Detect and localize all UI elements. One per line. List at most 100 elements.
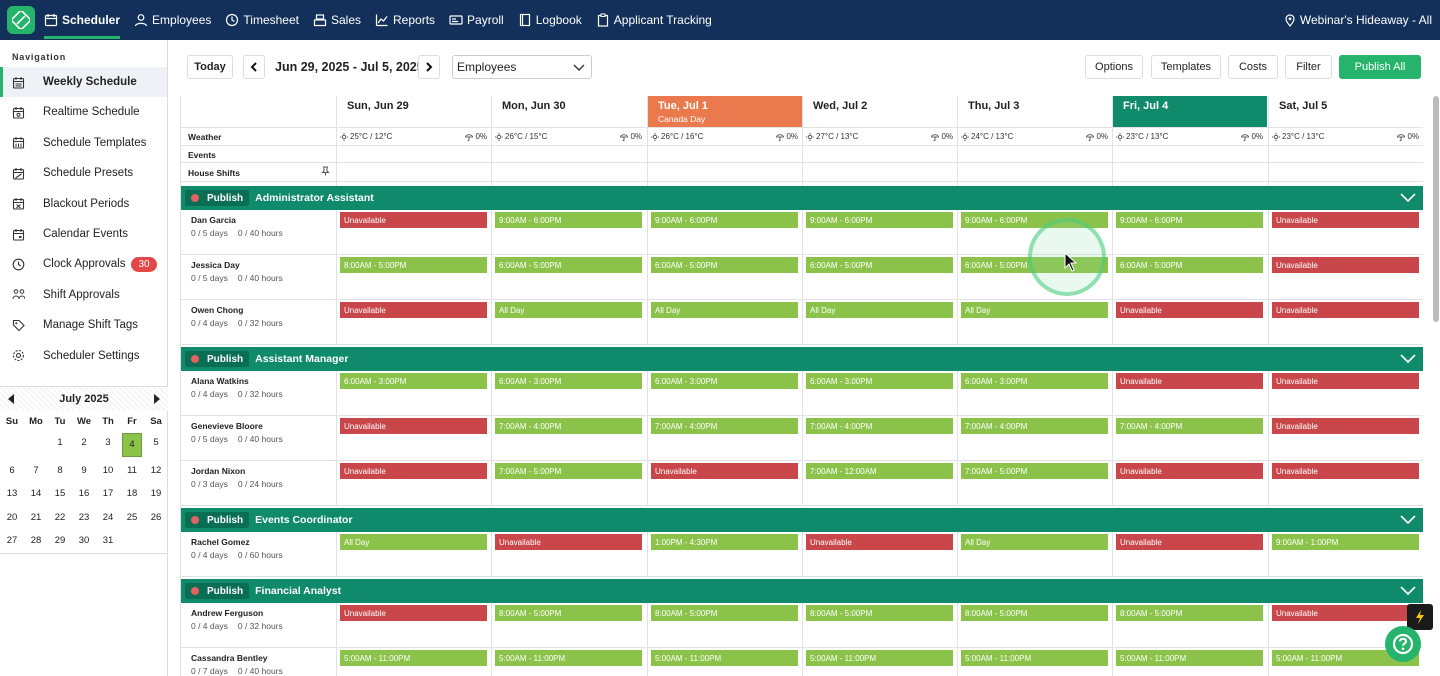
position-group-header[interactable]: Publish Administrator Assistant (181, 186, 1423, 210)
shift-block[interactable]: 5:00AM - 11:00PM (1272, 650, 1419, 666)
location-selector[interactable]: Webinar's Hideaway - All (1285, 0, 1432, 40)
calendar-day[interactable]: 4 (122, 433, 142, 457)
collapse-chevron-icon[interactable] (1400, 584, 1416, 596)
employee-info[interactable]: Dan Garcia 0 / 5 days 0 / 40 hours (191, 215, 293, 238)
calendar-day[interactable]: 13 (6, 488, 18, 500)
shift-block[interactable]: 7:00AM - 5:00PM (961, 463, 1108, 479)
shift-block[interactable]: 8:00AM - 5:00PM (340, 257, 487, 273)
calendar-day[interactable]: 3 (105, 437, 111, 449)
shift-block[interactable]: 5:00AM - 11:00PM (495, 650, 642, 666)
calendar-day[interactable]: 31 (102, 535, 114, 547)
calendar-day[interactable]: 16 (78, 488, 90, 500)
position-group-header[interactable]: Publish Events Coordinator (181, 508, 1423, 532)
employee-info[interactable]: Genevieve Bloore 0 / 5 days 0 / 40 hours (191, 421, 293, 444)
shift-block[interactable]: 5:00AM - 11:00PM (1116, 650, 1263, 666)
shift-block[interactable]: 8:00AM - 5:00PM (806, 605, 953, 621)
topnav-item-sales[interactable]: Sales (313, 0, 361, 40)
employee-info[interactable]: Cassandra Bentley 0 / 7 days 0 / 40 hours (191, 653, 293, 676)
calendar-day[interactable]: 11 (127, 464, 137, 476)
calendar-day[interactable]: 5 (153, 437, 159, 449)
employee-info[interactable]: Jessica Day 0 / 5 days 0 / 40 hours (191, 260, 293, 283)
quick-action-button[interactable] (1407, 604, 1433, 630)
unavailable-block[interactable]: Unavailable (1272, 302, 1419, 318)
next-month-icon[interactable] (154, 394, 160, 404)
unavailable-block[interactable]: Unavailable (1272, 605, 1419, 621)
topnav-item-scheduler[interactable]: Scheduler (44, 0, 121, 40)
sidebar-item-clock-approvals[interactable]: Clock Approvals 30 (0, 249, 167, 279)
prev-month-icon[interactable] (8, 394, 14, 404)
shift-block[interactable]: 9:00AM - 6:00PM (651, 212, 798, 228)
employee-info[interactable]: Owen Chong 0 / 4 days 0 / 32 hours (191, 305, 293, 328)
employee-info[interactable]: Rachel Gomez 0 / 4 days 0 / 60 hours (191, 537, 293, 560)
day-header[interactable]: Tue, Jul 1 Canada Day (647, 96, 802, 127)
help-button[interactable] (1385, 626, 1421, 662)
shift-block[interactable]: 9:00AM - 6:00PM (1116, 212, 1263, 228)
shift-block[interactable]: All Day (340, 534, 487, 550)
shift-block[interactable]: 6:00AM - 3:00PM (806, 373, 953, 389)
calendar-day[interactable]: 15 (54, 488, 66, 500)
shift-block[interactable]: 8:00AM - 5:00PM (651, 605, 798, 621)
shift-block[interactable]: 9:00AM - 1:00PM (1272, 534, 1419, 550)
unavailable-block[interactable]: Unavailable (806, 534, 953, 550)
shift-block[interactable]: All Day (651, 302, 798, 318)
view-select[interactable]: Employees (452, 55, 592, 79)
calendar-day[interactable]: 8 (57, 464, 63, 476)
collapse-chevron-icon[interactable] (1400, 352, 1416, 364)
shift-block[interactable]: All Day (961, 302, 1108, 318)
options-button[interactable]: Options (1085, 55, 1143, 79)
unavailable-block[interactable]: Unavailable (1272, 463, 1419, 479)
shift-block[interactable]: 6:00AM - 3:00PM (651, 373, 798, 389)
topnav-item-logbook[interactable]: Logbook (518, 0, 582, 40)
sidebar-item-schedule-templates[interactable]: Schedule Templates (0, 128, 167, 158)
calendar-day[interactable]: 22 (54, 511, 66, 523)
unavailable-block[interactable]: Unavailable (1272, 257, 1419, 273)
shift-block[interactable]: 8:00AM - 5:00PM (1116, 605, 1263, 621)
unavailable-block[interactable]: Unavailable (340, 463, 487, 479)
sidebar-item-blackout-periods[interactable]: Blackout Periods (0, 189, 167, 219)
prev-week-button[interactable] (243, 55, 265, 79)
day-header[interactable]: Mon, Jun 30 (491, 96, 646, 127)
shift-block[interactable]: 5:00AM - 11:00PM (806, 650, 953, 666)
publish-group-button[interactable]: Publish (185, 583, 250, 599)
calendar-day[interactable]: 2 (81, 437, 87, 449)
calendar-day[interactable]: 29 (54, 535, 66, 547)
calendar-day[interactable]: 17 (102, 488, 114, 500)
employee-info[interactable]: Jordan Nixon 0 / 3 days 0 / 24 hours (191, 466, 293, 489)
sidebar-item-shift-approvals[interactable]: Shift Approvals (0, 280, 167, 310)
sidebar-item-realtime-schedule[interactable]: Realtime Schedule (0, 97, 167, 127)
calendar-day[interactable]: 23 (78, 511, 90, 523)
calendar-day[interactable]: 1 (57, 437, 63, 449)
sidebar-item-schedule-presets[interactable]: Schedule Presets (0, 158, 167, 188)
calendar-day[interactable]: 10 (102, 464, 114, 476)
sidebar-item-manage-shift-tags[interactable]: Manage Shift Tags (0, 310, 167, 340)
calendar-day[interactable]: 18 (126, 488, 138, 500)
day-header[interactable]: Wed, Jul 2 (802, 96, 957, 127)
calendar-day[interactable]: 9 (81, 464, 87, 476)
shift-block[interactable]: 1:00PM - 4:30PM (651, 534, 798, 550)
unavailable-block[interactable]: Unavailable (1116, 534, 1263, 550)
publish-all-button[interactable]: Publish All (1339, 55, 1421, 79)
shift-block[interactable]: 7:00AM - 4:00PM (651, 418, 798, 434)
shift-block[interactable]: 7:00AM - 5:00PM (495, 463, 642, 479)
shift-block[interactable]: 5:00AM - 11:00PM (961, 650, 1108, 666)
shift-block[interactable]: 9:00AM - 6:00PM (806, 212, 953, 228)
unavailable-block[interactable]: Unavailable (340, 302, 487, 318)
costs-button[interactable]: Costs (1228, 55, 1278, 79)
calendar-day[interactable]: 27 (6, 535, 18, 547)
pin-icon[interactable] (321, 166, 330, 176)
publish-group-button[interactable]: Publish (185, 512, 250, 528)
collapse-chevron-icon[interactable] (1400, 513, 1416, 525)
shift-block[interactable]: All Day (806, 302, 953, 318)
publish-group-button[interactable]: Publish (185, 190, 250, 206)
position-group-header[interactable]: Publish Assistant Manager (181, 347, 1423, 371)
sidebar-item-calendar-events[interactable]: Calendar Events (0, 219, 167, 249)
shift-block[interactable]: 7:00AM - 4:00PM (495, 418, 642, 434)
shift-block[interactable]: All Day (961, 534, 1108, 550)
calendar-day[interactable]: 28 (30, 535, 42, 547)
unavailable-block[interactable]: Unavailable (651, 463, 798, 479)
calendar-day[interactable]: 12 (150, 464, 162, 476)
next-week-button[interactable] (418, 55, 440, 79)
unavailable-block[interactable]: Unavailable (495, 534, 642, 550)
calendar-day[interactable]: 24 (102, 511, 114, 523)
topnav-item-payroll[interactable]: Payroll (449, 0, 504, 40)
